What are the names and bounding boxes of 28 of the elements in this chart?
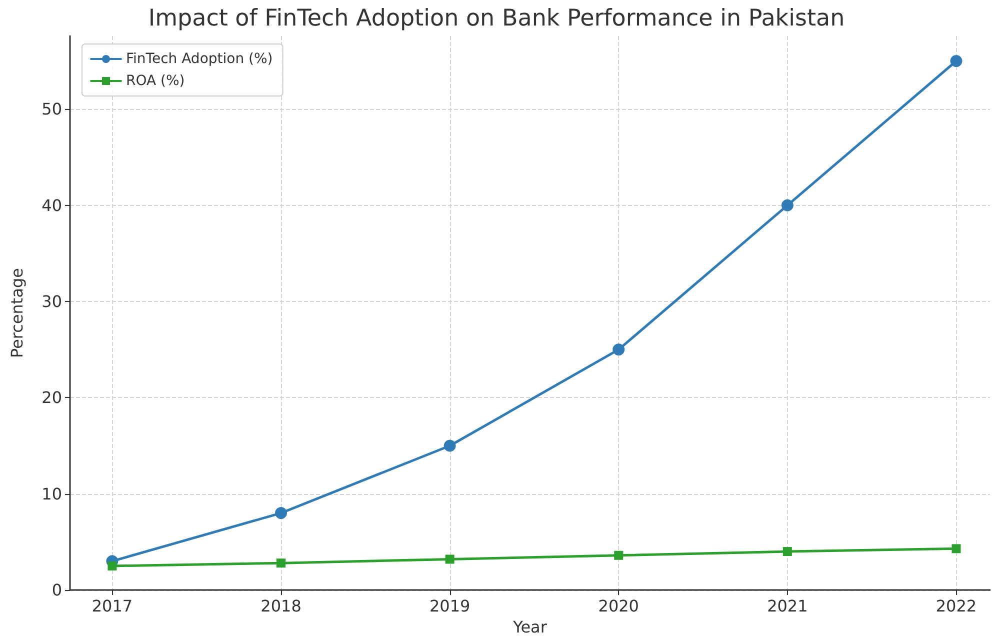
y-tick-label: 40 [42,196,62,215]
x-tick-label: 2022 [936,596,977,616]
point [445,554,454,564]
chart-title: Impact of FinTech Adoption on Bank Performance in Pakistan [148,6,845,32]
legend-label: FinTech Adoption (%) [126,51,273,67]
y-axis-title: Percentage [8,268,26,358]
x-tick-label: 2018 [260,596,302,616]
point [952,544,961,554]
y-tick-label: 30 [42,292,62,311]
y-tick-label: 10 [42,484,62,504]
legend-label: ROA (%) [126,73,185,89]
point [950,55,962,68]
y-tick-label: 20 [42,388,62,408]
x-tick-label: 2017 [92,596,133,616]
point [108,561,117,570]
x-tick-label: 2020 [598,596,639,616]
point [614,550,624,560]
point [276,558,286,568]
point [612,344,625,356]
point [782,547,792,556]
point [781,199,794,212]
y-tick-label: 50 [42,100,62,119]
point [444,440,456,452]
x-axis-title: Year [512,617,548,636]
x-tick-label: 2019 [429,596,470,616]
point [275,507,288,520]
x-tick-label: 2021 [767,596,808,616]
y-tick-label: 0 [52,580,62,600]
